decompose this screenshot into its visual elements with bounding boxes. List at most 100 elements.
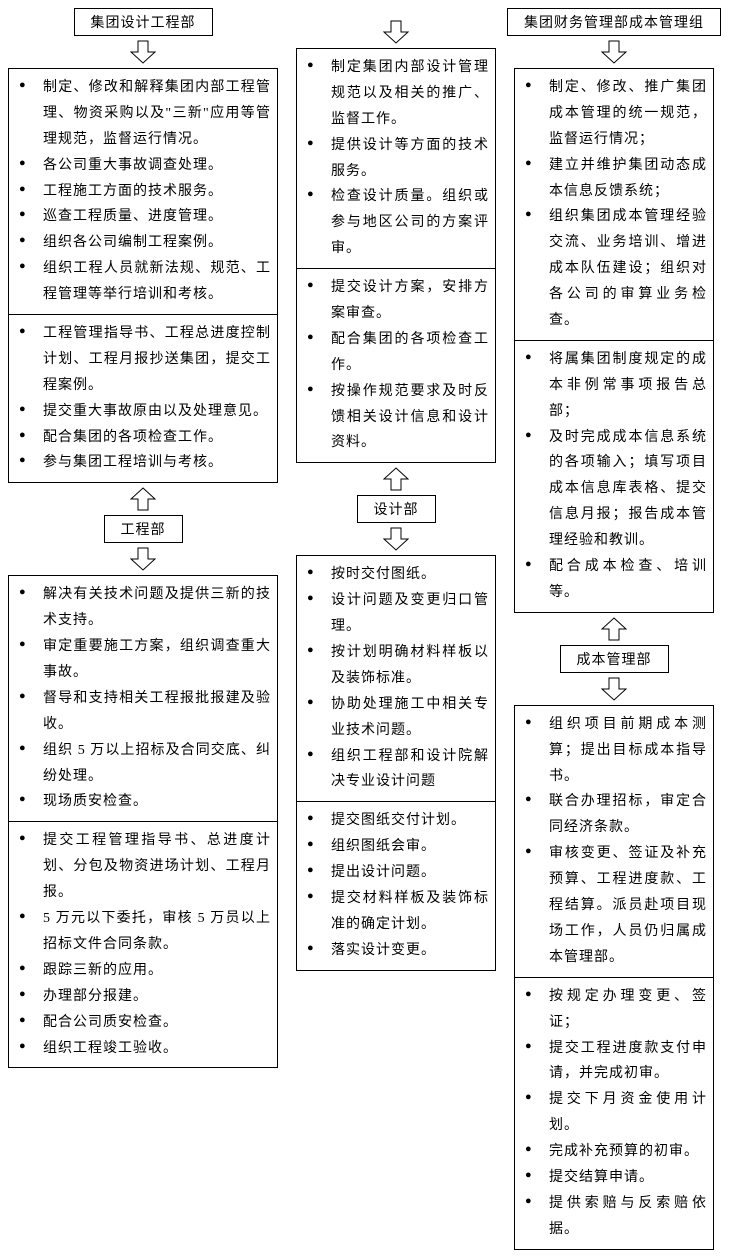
bullet-item: 按操作规范要求及时反馈相关设计信息和设计资料。 <box>303 379 489 457</box>
bullet-item: 工程施工方面的技术服务。 <box>15 179 271 205</box>
content-box: 制定集团内部设计管理规范以及相关的推广、监督工作。提供设计等方面的技术服务。检查… <box>296 48 496 463</box>
header-box: 工程部 <box>104 515 183 543</box>
arrow-down-icon <box>383 527 409 551</box>
bullet-item: 按计划明确材料样板以及装饰标准。 <box>303 640 489 692</box>
section-lower: 提交工程管理指导书、总进度计划、分包及物资进场计划、工程月报。5 万元以下委托，… <box>9 821 277 1067</box>
bullet-item: 巡查工程质量、进度管理。 <box>15 204 271 230</box>
bullet-item: 参与集团工程培训与考核。 <box>15 450 271 476</box>
bullet-item: 提交工程进度款支付申请，并完成初审。 <box>521 1036 707 1088</box>
arrow-pair <box>8 36 278 68</box>
bullet-item: 配合公司质安检查。 <box>15 1010 271 1036</box>
arrow-up-icon <box>601 617 627 641</box>
section-upper: 制定、修改、推广集团成本管理的统一规范，监督运行情况；建立并维护集团动态成本信息… <box>515 69 713 340</box>
bullet-list: 提交设计方案，安排方案审查。配合集团的各项检查工作。按操作规范要求及时反馈相关设… <box>303 275 489 456</box>
bullet-item: 提交结算申请。 <box>521 1165 707 1191</box>
bullet-item: 提交图纸交付计划。 <box>303 808 489 834</box>
bullet-item: 制定、修改、推广集团成本管理的统一规范，监督运行情况； <box>521 75 707 153</box>
bullet-item: 组织集团成本管理经验交流、业务培训、增进成本队伍建设；组织对各公司的审算业务检查… <box>521 204 707 333</box>
arrow-up-icon <box>383 467 409 491</box>
header-box: 集团财务管理部成本管理组 <box>507 8 721 36</box>
bullet-item: 提交材料样板及装饰标准的确定计划。 <box>303 886 489 938</box>
bullet-list: 按时交付图纸。设计问题及变更归口管理。按计划明确材料样板以及装饰标准。协助处理施… <box>303 562 489 795</box>
bullet-item: 各公司重大事故调查处理。 <box>15 153 271 179</box>
column: 制定集团内部设计管理规范以及相关的推广、监督工作。提供设计等方面的技术服务。检查… <box>296 8 496 1250</box>
section-lower: 按规定办理变更、签证；提交工程进度款支付申请，并完成初审。提交下月资金使用计划。… <box>515 977 713 1249</box>
bullet-item: 按规定办理变更、签证； <box>521 984 707 1036</box>
bullet-item: 配合集团的各项检查工作。 <box>303 327 489 379</box>
bullet-item: 提出设计问题。 <box>303 860 489 886</box>
content-box: 解决有关技术问题及提供三新的技术支持。审定重要施工方案，组织调查重大事故。督导和… <box>8 575 278 1068</box>
header-box: 集团设计工程部 <box>74 8 213 36</box>
content-box: 组织项目前期成本测算；提出目标成本指导书。联合办理招标，审定合同经济条款。审核变… <box>514 705 714 1250</box>
bullet-item: 办理部分报建。 <box>15 984 271 1010</box>
bullet-item: 工程管理指导书、工程总进度控制计划、工程月报抄送集团，提交工程案例。 <box>15 321 271 399</box>
bullet-list: 制定、修改和解释集团内部工程管理、物资采购以及"三新"应用等管理规范，监督运行情… <box>15 75 271 308</box>
section-lower: 工程管理指导书、工程总进度控制计划、工程月报抄送集团，提交工程案例。提交重大事故… <box>9 314 277 482</box>
bullet-item: 落实设计变更。 <box>303 938 489 964</box>
bullet-item: 配合成本检查、培训等。 <box>521 554 707 606</box>
bullet-item: 提交重大事故原由以及处理意见。 <box>15 399 271 425</box>
bullet-item: 现场质安检查。 <box>15 789 271 815</box>
arrow-up-icon <box>130 487 156 511</box>
bullet-item: 组织项目前期成本测算；提出目标成本指导书。 <box>521 712 707 790</box>
bullet-item: 及时完成成本信息系统的各项输入；填写项目成本信息库表格、提交信息月报；报告成本管… <box>521 425 707 554</box>
section-upper: 解决有关技术问题及提供三新的技术支持。审定重要施工方案，组织调查重大事故。督导和… <box>9 576 277 821</box>
arrow-down-icon <box>601 677 627 701</box>
bullet-item: 组织工程部和设计院解决专业设计问题 <box>303 744 489 796</box>
header-box: 成本管理部 <box>560 645 669 673</box>
bullet-item: 组织图纸会审。 <box>303 834 489 860</box>
section-lower: 提交图纸交付计划。组织图纸会审。提出设计问题。提交材料样板及装饰标准的确定计划。… <box>297 801 495 969</box>
bullet-list: 将属集团制度规定的成本非例常事项报告总部；及时完成成本信息系统的各项输入；填写项… <box>521 347 707 606</box>
bullet-list: 按规定办理变更、签证；提交工程进度款支付申请，并完成初审。提交下月资金使用计划。… <box>521 984 707 1243</box>
section-upper: 制定、修改和解释集团内部工程管理、物资采购以及"三新"应用等管理规范，监督运行情… <box>9 69 277 314</box>
bullet-item: 组织工程人员就新法规、规范、工程管理等举行培训和考核。 <box>15 256 271 308</box>
diagram-root: 集团设计工程部制定、修改和解释集团内部工程管理、物资采购以及"三新"应用等管理规… <box>8 8 747 1250</box>
bullet-item: 组织各公司编制工程案例。 <box>15 230 271 256</box>
bullet-item: 设计问题及变更归口管理。 <box>303 588 489 640</box>
bullet-item: 协助处理施工中相关专业技术问题。 <box>303 692 489 744</box>
bullet-item: 制定集团内部设计管理规范以及相关的推广、监督工作。 <box>303 55 489 133</box>
bullet-list: 解决有关技术问题及提供三新的技术支持。审定重要施工方案，组织调查重大事故。督导和… <box>15 582 271 815</box>
content-box: 按时交付图纸。设计问题及变更归口管理。按计划明确材料样板以及装饰标准。协助处理施… <box>296 555 496 970</box>
bullet-item: 配合集团的各项检查工作。 <box>15 425 271 451</box>
column: 集团设计工程部制定、修改和解释集团内部工程管理、物资采购以及"三新"应用等管理规… <box>8 8 278 1250</box>
arrow-down-icon <box>130 40 156 64</box>
bullet-list: 提交图纸交付计划。组织图纸会审。提出设计问题。提交材料样板及装饰标准的确定计划。… <box>303 808 489 963</box>
bullet-item: 提交设计方案，安排方案审查。 <box>303 275 489 327</box>
bullet-item: 按时交付图纸。 <box>303 562 489 588</box>
header-box: 设计部 <box>357 495 436 523</box>
bullet-item: 将属集团制度规定的成本非例常事项报告总部； <box>521 347 707 425</box>
bullet-item: 5 万元以下委托，审核 5 万员以上招标文件合同条款。 <box>15 906 271 958</box>
arrow-down-icon <box>383 20 409 44</box>
section-lower: 提交设计方案，安排方案审查。配合集团的各项检查工作。按操作规范要求及时反馈相关设… <box>297 268 495 462</box>
section-upper: 按时交付图纸。设计问题及变更归口管理。按计划明确材料样板以及装饰标准。协助处理施… <box>297 556 495 801</box>
bullet-item: 督导和支持相关工程报批报建及验收。 <box>15 686 271 738</box>
bullet-item: 提交工程管理指导书、总进度计划、分包及物资进场计划、工程月报。 <box>15 828 271 906</box>
bullet-list: 制定、修改、推广集团成本管理的统一规范，监督运行情况；建立并维护集团动态成本信息… <box>521 75 707 334</box>
section-lower: 将属集团制度规定的成本非例常事项报告总部；及时完成成本信息系统的各项输入；填写项… <box>515 340 713 612</box>
bullet-item: 提交下月资金使用计划。 <box>521 1087 707 1139</box>
arrow-down-icon <box>601 40 627 64</box>
bullet-item: 提供设计等方面的技术服务。 <box>303 133 489 185</box>
content-box: 制定、修改、推广集团成本管理的统一规范，监督运行情况；建立并维护集团动态成本信息… <box>514 68 714 613</box>
content-box: 制定、修改和解释集团内部工程管理、物资采购以及"三新"应用等管理规范，监督运行情… <box>8 68 278 483</box>
bullet-item: 审定重要施工方案，组织调查重大事故。 <box>15 634 271 686</box>
bullet-item: 组织工程竣工验收。 <box>15 1036 271 1062</box>
arrow-down-icon <box>130 547 156 571</box>
bullet-item: 解决有关技术问题及提供三新的技术支持。 <box>15 582 271 634</box>
bullet-item: 提供索赔与反索赔依据。 <box>521 1191 707 1243</box>
bullet-item: 联合办理招标，审定合同经济条款。 <box>521 789 707 841</box>
bullet-item: 组织 5 万以上招标及合同交底、纠纷处理。 <box>15 738 271 790</box>
column: 集团财务管理部成本管理组制定、修改、推广集团成本管理的统一规范，监督运行情况；建… <box>514 8 714 1250</box>
bullet-list: 提交工程管理指导书、总进度计划、分包及物资进场计划、工程月报。5 万元以下委托，… <box>15 828 271 1061</box>
bullet-item: 检查设计质量。组织或参与地区公司的方案评审。 <box>303 184 489 262</box>
bullet-item: 建立并维护集团动态成本信息反馈系统； <box>521 153 707 205</box>
bullet-list: 制定集团内部设计管理规范以及相关的推广、监督工作。提供设计等方面的技术服务。检查… <box>303 55 489 262</box>
bullet-list: 工程管理指导书、工程总进度控制计划、工程月报抄送集团，提交工程案例。提交重大事故… <box>15 321 271 476</box>
bullet-list: 组织项目前期成本测算；提出目标成本指导书。联合办理招标，审定合同经济条款。审核变… <box>521 712 707 971</box>
section-upper: 制定集团内部设计管理规范以及相关的推广、监督工作。提供设计等方面的技术服务。检查… <box>297 49 495 268</box>
bullet-item: 审核变更、签证及补充预算、工程进度款、工程结算。派员赴项目现场工作，人员仍归属成… <box>521 841 707 970</box>
section-upper: 组织项目前期成本测算；提出目标成本指导书。联合办理招标，审定合同经济条款。审核变… <box>515 706 713 977</box>
bullet-item: 跟踪三新的应用。 <box>15 958 271 984</box>
bullet-item: 制定、修改和解释集团内部工程管理、物资采购以及"三新"应用等管理规范，监督运行情… <box>15 75 271 153</box>
